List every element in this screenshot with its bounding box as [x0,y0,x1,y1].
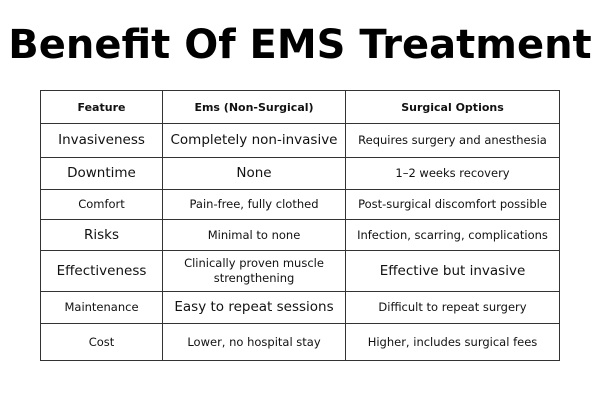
header-surgical: Surgical Options [345,90,560,124]
surgical-cell: Infection, scarring, complications [345,219,560,251]
feature-cell: Risks [40,219,163,251]
table-row: Downtime None 1–2 weeks recovery [40,157,560,190]
surgical-cell: Effective but invasive [345,250,560,292]
table-header-row: Feature Ems (Non-Surgical) Surgical Opti… [40,90,560,124]
comparison-table: Feature Ems (Non-Surgical) Surgical Opti… [40,90,560,361]
page-title: Benefit Of EMS Treatment [8,22,592,68]
table-row: Invasiveness Completely non-invasive Req… [40,123,560,158]
feature-cell: Maintenance [40,291,163,324]
ems-cell: None [162,157,346,190]
header-ems: Ems (Non-Surgical) [162,90,346,124]
table-row: Maintenance Easy to repeat sessions Diff… [40,291,560,324]
feature-cell: Comfort [40,189,163,220]
surgical-cell: Difficult to repeat surgery [345,291,560,324]
surgical-cell: Higher, includes surgical fees [345,323,560,361]
feature-cell: Effectiveness [40,250,163,292]
ems-cell: Completely non-invasive [162,123,346,158]
table-row: Cost Lower, no hospital stay Higher, inc… [40,323,560,361]
header-feature: Feature [40,90,163,124]
surgical-cell: Requires surgery and anesthesia [345,123,560,158]
surgical-cell: 1–2 weeks recovery [345,157,560,190]
ems-cell: Minimal to none [162,219,346,251]
ems-cell: Clinically proven muscle strengthening [162,250,346,292]
table-row: Comfort Pain-free, fully clothed Post-su… [40,189,560,220]
ems-cell: Pain-free, fully clothed [162,189,346,220]
surgical-cell: Post-surgical discomfort possible [345,189,560,220]
feature-cell: Cost [40,323,163,361]
feature-cell: Downtime [40,157,163,190]
ems-cell: Lower, no hospital stay [162,323,346,361]
table-row: Risks Minimal to none Infection, scarrin… [40,219,560,251]
table-row: Effectiveness Clinically proven muscle s… [40,250,560,292]
feature-cell: Invasiveness [40,123,163,158]
ems-cell: Easy to repeat sessions [162,291,346,324]
